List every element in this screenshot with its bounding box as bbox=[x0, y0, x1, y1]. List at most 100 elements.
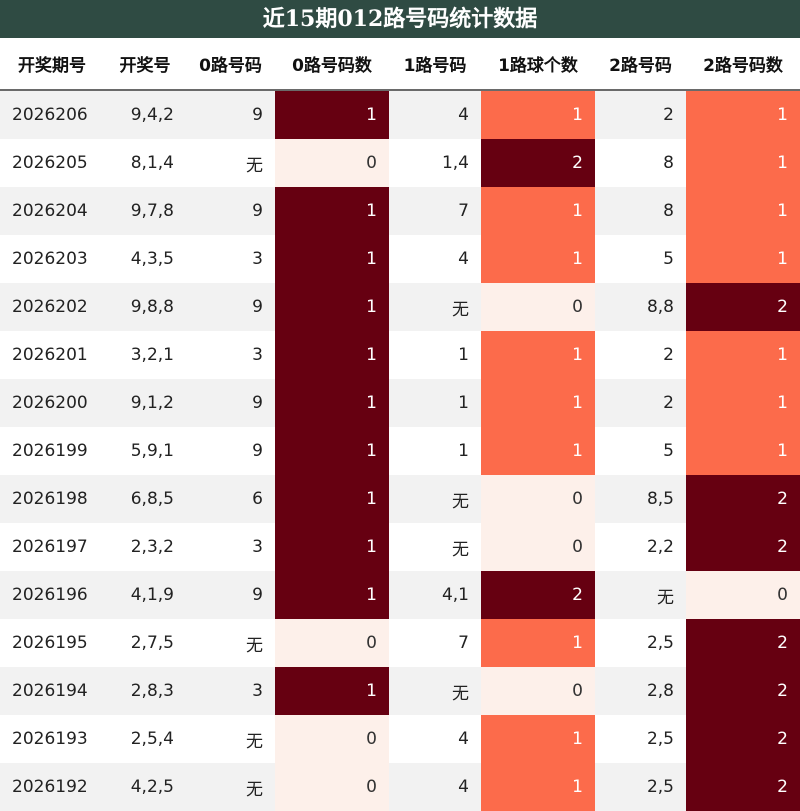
cell-road2-numbers: 2 bbox=[595, 331, 686, 379]
cell-period: 2026204 bbox=[0, 187, 104, 235]
cell-road0-numbers: 9 bbox=[186, 283, 275, 331]
cell-road0-count: 1 bbox=[275, 90, 389, 139]
cell-road0-numbers: 3 bbox=[186, 523, 275, 571]
cell-road1-count: 0 bbox=[481, 667, 595, 715]
cell-draw: 6,8,5 bbox=[104, 475, 186, 523]
cell-road2-count: 0 bbox=[686, 571, 800, 619]
cell-road0-count: 1 bbox=[275, 571, 389, 619]
cell-road0-numbers: 无 bbox=[186, 619, 275, 667]
cell-road1-numbers: 1 bbox=[389, 379, 481, 427]
cell-road2-numbers: 无 bbox=[595, 571, 686, 619]
cell-road1-numbers: 4 bbox=[389, 715, 481, 763]
cell-draw: 2,5,4 bbox=[104, 715, 186, 763]
cell-draw: 9,4,2 bbox=[104, 90, 186, 139]
cell-road0-numbers: 9 bbox=[186, 427, 275, 475]
cell-road2-numbers: 8 bbox=[595, 139, 686, 187]
cell-road2-numbers: 2,5 bbox=[595, 619, 686, 667]
table-row: 2026198 6,8,5 6 1 无 0 8,5 2 bbox=[0, 475, 800, 523]
cell-road0-numbers: 无 bbox=[186, 139, 275, 187]
cell-road1-numbers: 无 bbox=[389, 667, 481, 715]
cell-road1-count: 1 bbox=[481, 763, 595, 811]
cell-draw: 5,9,1 bbox=[104, 427, 186, 475]
cell-road0-count: 0 bbox=[275, 619, 389, 667]
cell-road2-count: 2 bbox=[686, 619, 800, 667]
col-header-road1-count: 1路球个数 bbox=[481, 38, 595, 91]
cell-road1-count: 1 bbox=[481, 379, 595, 427]
cell-road0-numbers: 9 bbox=[186, 379, 275, 427]
cell-road0-count: 1 bbox=[275, 283, 389, 331]
cell-road2-numbers: 5 bbox=[595, 427, 686, 475]
cell-road0-count: 1 bbox=[275, 379, 389, 427]
cell-period: 2026196 bbox=[0, 571, 104, 619]
cell-road2-count: 1 bbox=[686, 139, 800, 187]
cell-draw: 9,1,2 bbox=[104, 379, 186, 427]
cell-draw: 4,2,5 bbox=[104, 763, 186, 811]
table-row: 2026193 2,5,4 无 0 4 1 2,5 2 bbox=[0, 715, 800, 763]
table-row: 2026196 4,1,9 9 1 4,1 2 无 0 bbox=[0, 571, 800, 619]
cell-road2-count: 2 bbox=[686, 283, 800, 331]
table-row: 2026203 4,3,5 3 1 4 1 5 1 bbox=[0, 235, 800, 283]
cell-road2-count: 1 bbox=[686, 427, 800, 475]
cell-road0-numbers: 无 bbox=[186, 715, 275, 763]
table-row: 2026192 4,2,5 无 0 4 1 2,5 2 bbox=[0, 763, 800, 811]
cell-road1-numbers: 1 bbox=[389, 427, 481, 475]
cell-road2-numbers: 5 bbox=[595, 235, 686, 283]
cell-period: 2026193 bbox=[0, 715, 104, 763]
cell-period: 2026198 bbox=[0, 475, 104, 523]
cell-road2-count: 1 bbox=[686, 187, 800, 235]
cell-period: 2026194 bbox=[0, 667, 104, 715]
cell-road1-count: 0 bbox=[481, 523, 595, 571]
header-row: 开奖期号 开奖号 0路号码 0路号码数 1路号码 1路球个数 2路号码 2路号码… bbox=[0, 38, 800, 91]
cell-road2-numbers: 2 bbox=[595, 379, 686, 427]
cell-road0-count: 1 bbox=[275, 235, 389, 283]
table-row: 2026202 9,8,8 9 1 无 0 8,8 2 bbox=[0, 283, 800, 331]
cell-draw: 2,8,3 bbox=[104, 667, 186, 715]
table-title: 近15期012路号码统计数据 bbox=[0, 0, 800, 38]
cell-road0-numbers: 3 bbox=[186, 331, 275, 379]
cell-road1-count: 1 bbox=[481, 187, 595, 235]
cell-road2-numbers: 2,2 bbox=[595, 523, 686, 571]
cell-road1-numbers: 4,1 bbox=[389, 571, 481, 619]
table-row: 2026197 2,3,2 3 1 无 0 2,2 2 bbox=[0, 523, 800, 571]
cell-period: 2026203 bbox=[0, 235, 104, 283]
cell-road2-numbers: 8 bbox=[595, 187, 686, 235]
cell-road1-count: 1 bbox=[481, 619, 595, 667]
cell-road0-numbers: 3 bbox=[186, 667, 275, 715]
cell-road2-count: 2 bbox=[686, 667, 800, 715]
cell-road1-count: 2 bbox=[481, 571, 595, 619]
cell-road0-numbers: 无 bbox=[186, 763, 275, 811]
cell-road2-count: 1 bbox=[686, 90, 800, 139]
cell-road0-numbers: 3 bbox=[186, 235, 275, 283]
cell-road2-numbers: 2,5 bbox=[595, 715, 686, 763]
cell-road0-numbers: 9 bbox=[186, 571, 275, 619]
cell-road2-count: 1 bbox=[686, 379, 800, 427]
cell-road1-count: 1 bbox=[481, 331, 595, 379]
cell-road0-count: 1 bbox=[275, 187, 389, 235]
cell-draw: 4,1,9 bbox=[104, 571, 186, 619]
cell-road1-count: 0 bbox=[481, 283, 595, 331]
cell-road1-count: 1 bbox=[481, 90, 595, 139]
cell-draw: 2,7,5 bbox=[104, 619, 186, 667]
table-row: 2026206 9,4,2 9 1 4 1 2 1 bbox=[0, 90, 800, 139]
cell-period: 2026195 bbox=[0, 619, 104, 667]
col-header-draw: 开奖号 bbox=[104, 38, 186, 91]
col-header-road1-numbers: 1路号码 bbox=[389, 38, 481, 91]
table-row: 2026204 9,7,8 9 1 7 1 8 1 bbox=[0, 187, 800, 235]
cell-road0-count: 1 bbox=[275, 667, 389, 715]
cell-road2-count: 2 bbox=[686, 763, 800, 811]
cell-road1-numbers: 4 bbox=[389, 763, 481, 811]
cell-road0-count: 1 bbox=[275, 331, 389, 379]
cell-period: 2026192 bbox=[0, 763, 104, 811]
cell-road2-count: 1 bbox=[686, 235, 800, 283]
cell-road0-count: 1 bbox=[275, 427, 389, 475]
col-header-road2-numbers: 2路号码 bbox=[595, 38, 686, 91]
cell-road1-numbers: 4 bbox=[389, 235, 481, 283]
cell-period: 2026206 bbox=[0, 90, 104, 139]
cell-road1-count: 1 bbox=[481, 427, 595, 475]
cell-road2-numbers: 2,5 bbox=[595, 763, 686, 811]
cell-period: 2026201 bbox=[0, 331, 104, 379]
cell-period: 2026197 bbox=[0, 523, 104, 571]
cell-road1-numbers: 7 bbox=[389, 187, 481, 235]
cell-road1-numbers: 1 bbox=[389, 331, 481, 379]
cell-road2-count: 2 bbox=[686, 475, 800, 523]
